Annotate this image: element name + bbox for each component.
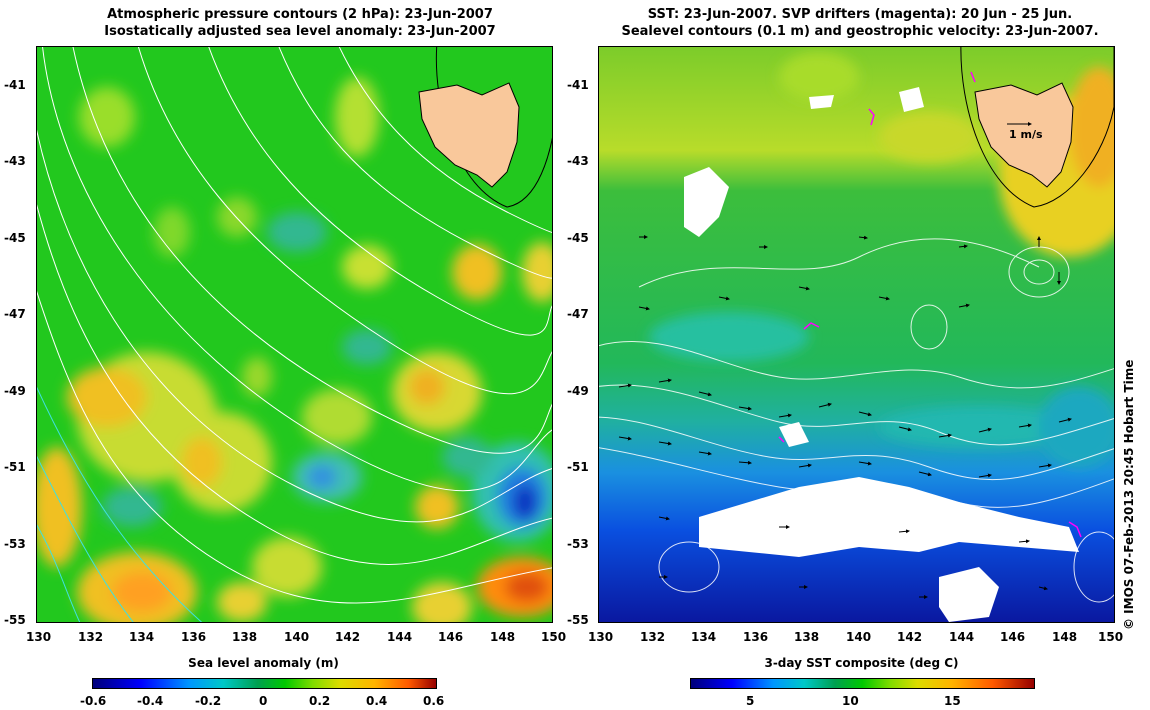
left-x-tick: 132 — [78, 630, 104, 644]
left-colorbar-tick: 0 — [259, 694, 268, 708]
right-y-tick: -55 — [567, 613, 589, 627]
right-colorbar-tick: 5 — [746, 694, 755, 708]
right-x-tick: 148 — [1052, 630, 1078, 644]
low-pressure-contours — [37, 386, 203, 622]
right-y-tick: -53 — [567, 537, 589, 551]
sst-patches — [649, 52, 1114, 467]
right-x-tick: 136 — [743, 630, 769, 644]
left-x-tick: 130 — [26, 630, 52, 644]
left-colorbar-tick: 0.6 — [423, 694, 445, 708]
right-y-tick: -43 — [567, 154, 589, 168]
sea-level-anomaly-map — [36, 46, 553, 623]
right-x-tick: 140 — [846, 630, 872, 644]
left-title-line1: Atmospheric pressure contours (2 hPa): 2… — [107, 7, 493, 22]
right-title-line2: Sealevel contours (0.1 m) and geostrophi… — [621, 24, 1099, 39]
pressure-contours — [37, 47, 552, 604]
geostrophic-velocity-arrows — [618, 235, 1072, 599]
sea-level-anomaly-plot — [37, 47, 552, 622]
left-colorbar-label: Sea level anomaly (m) — [188, 656, 339, 670]
left-x-tick: 148 — [490, 630, 516, 644]
left-y-tick: -55 — [4, 613, 26, 627]
right-panel-title: SST: 23-Jun-2007. SVP drifters (magenta)… — [600, 6, 1120, 40]
tasmania-land — [418, 47, 552, 208]
left-colorbar-tick: -0.4 — [137, 694, 164, 708]
left-y-tick: -47 — [4, 307, 26, 321]
right-y-tick: -45 — [567, 231, 589, 245]
right-y-tick: -51 — [567, 460, 589, 474]
left-panel-title: Atmospheric pressure contours (2 hPa): 2… — [40, 6, 560, 40]
right-colorbar-label: 3-day SST composite (deg C) — [764, 656, 959, 670]
left-x-tick: 142 — [335, 630, 361, 644]
cloud-mask — [684, 87, 1079, 622]
sst-colorbar — [690, 678, 1035, 689]
tasmania-island-sst — [974, 82, 1074, 188]
left-colorbar-tick: -0.6 — [80, 694, 107, 708]
left-y-tick: -53 — [4, 537, 26, 551]
right-x-tick: 138 — [794, 630, 820, 644]
right-x-tick: 142 — [897, 630, 923, 644]
left-x-tick: 150 — [541, 630, 567, 644]
right-x-tick: 132 — [640, 630, 666, 644]
right-y-tick: -41 — [567, 78, 589, 92]
right-x-tick: 150 — [1098, 630, 1124, 644]
left-x-tick: 138 — [232, 630, 258, 644]
sst-plot: 1 m/s — [599, 47, 1114, 622]
sst-map: 1 m/s — [598, 46, 1115, 623]
svp-drifter-tracks — [778, 71, 1082, 538]
left-x-tick: 136 — [181, 630, 207, 644]
velocity-scale: 1 m/s — [1007, 122, 1043, 141]
left-title-line2: Isostatically adjusted sea level anomaly… — [104, 24, 496, 39]
left-x-tick: 134 — [129, 630, 155, 644]
left-y-tick: -41 — [4, 78, 26, 92]
right-x-tick: 144 — [949, 630, 975, 644]
right-title-line1: SST: 23-Jun-2007. SVP drifters (magenta)… — [647, 7, 1073, 22]
left-colorbar-tick: 0.4 — [366, 694, 388, 708]
right-y-tick: -49 — [567, 384, 589, 398]
left-colorbar-tick: 0.2 — [309, 694, 331, 708]
left-x-tick: 144 — [387, 630, 413, 644]
left-y-tick: -51 — [4, 460, 26, 474]
right-colorbar-tick: 10 — [842, 694, 859, 708]
tasmania-land-sst — [960, 47, 1114, 208]
sealevel-contours — [599, 238, 1114, 603]
left-y-tick: -45 — [4, 231, 26, 245]
right-x-tick: 134 — [691, 630, 717, 644]
tasmania-island — [418, 82, 520, 188]
left-y-tick: -43 — [4, 154, 26, 168]
right-y-tick: -47 — [567, 307, 589, 321]
right-colorbar-tick: 15 — [944, 694, 961, 708]
left-x-tick: 146 — [438, 630, 464, 644]
left-y-tick: -49 — [4, 384, 26, 398]
left-colorbar-tick: -0.2 — [195, 694, 222, 708]
right-x-tick: 130 — [588, 630, 614, 644]
right-x-tick: 146 — [1000, 630, 1026, 644]
sea-level-colorbar — [92, 678, 437, 689]
copyright-notice: © IMOS 07-Feb-2013 20:45 Hobart Time — [1122, 359, 1136, 630]
left-x-tick: 140 — [284, 630, 310, 644]
velocity-scale-label: 1 m/s — [1009, 128, 1043, 141]
